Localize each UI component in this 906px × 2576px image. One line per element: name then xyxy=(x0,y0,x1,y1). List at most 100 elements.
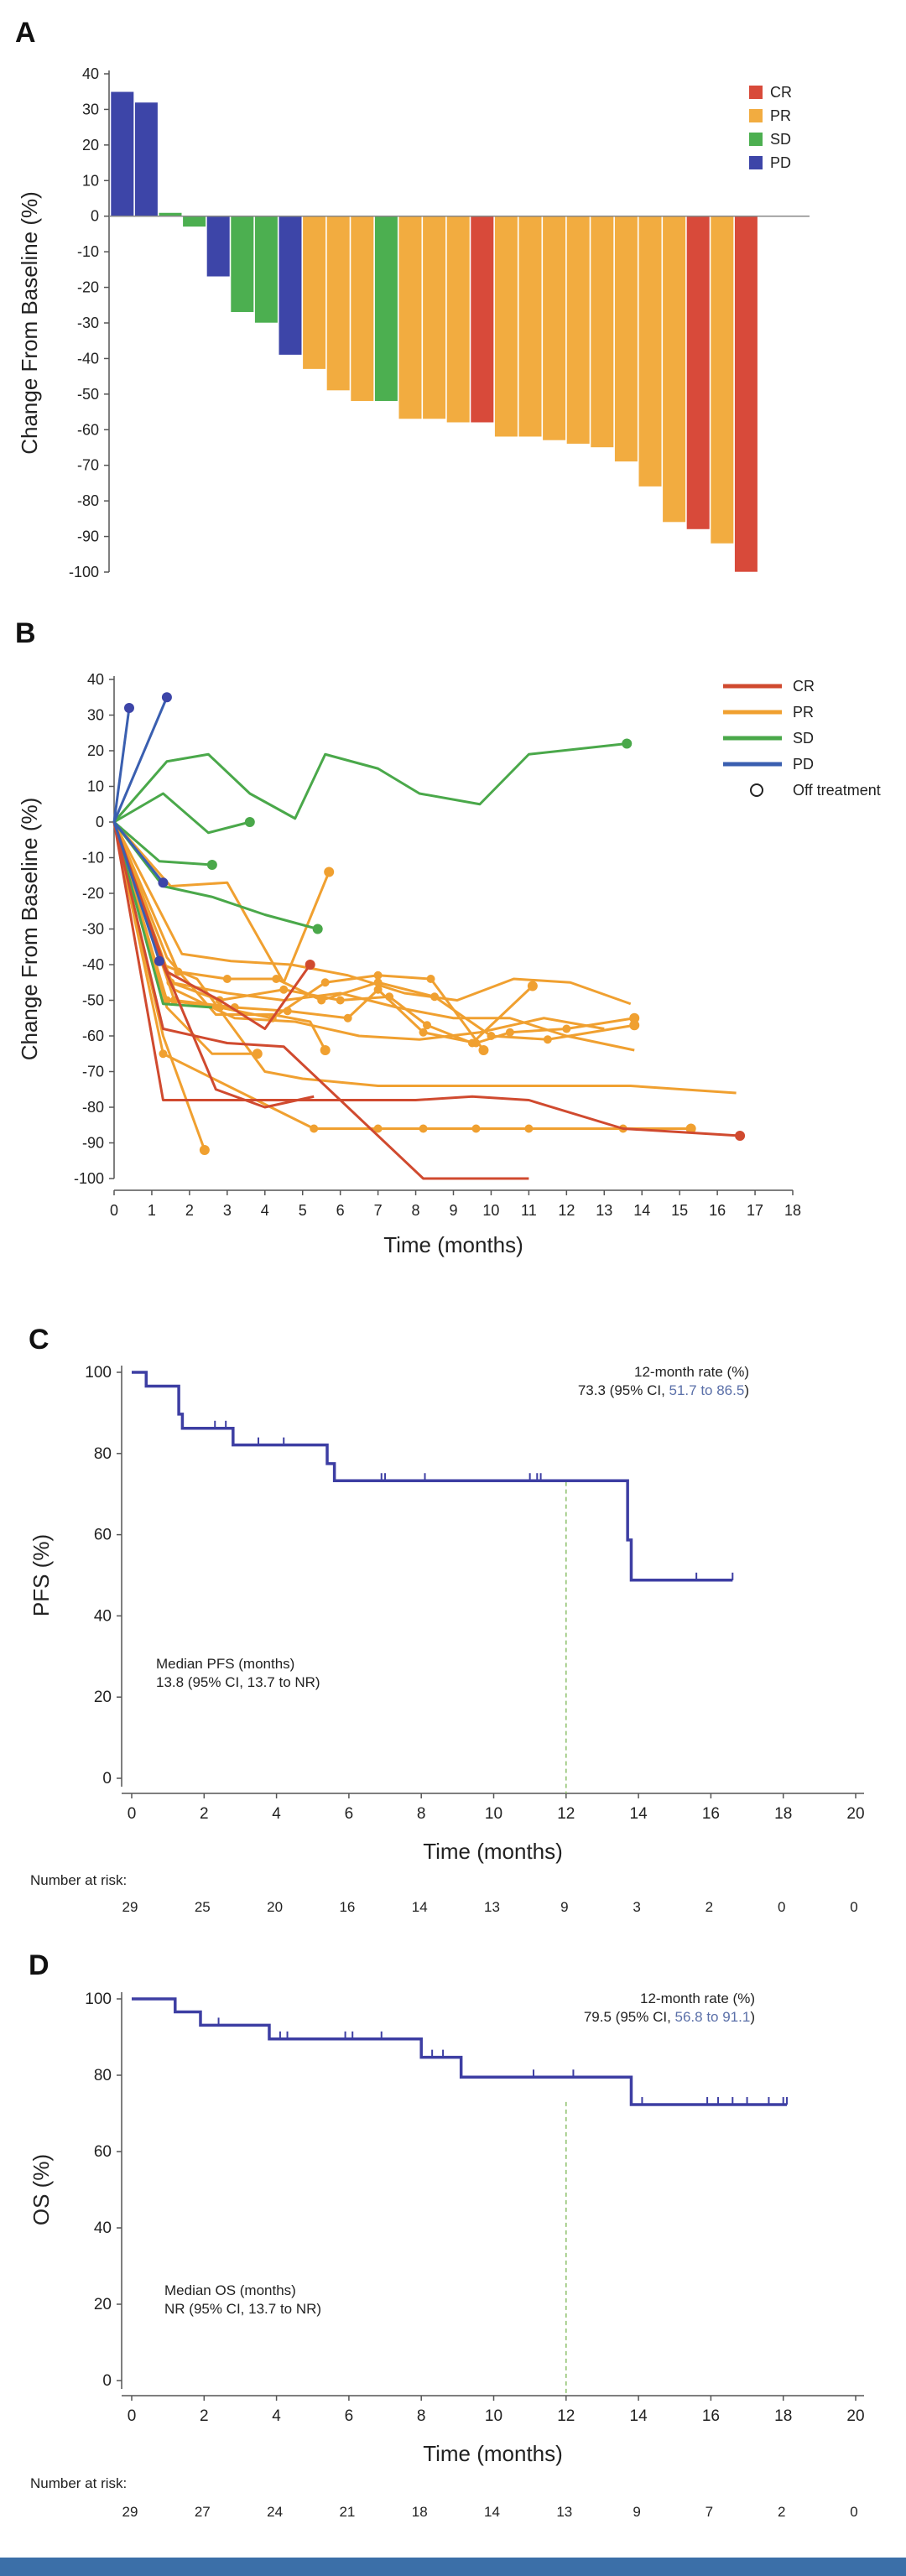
series-line-pr xyxy=(112,821,331,984)
y-tick-label-a: -10 xyxy=(77,243,99,260)
y-tick-label-d: 80 xyxy=(94,2067,112,2084)
y-tick-label-b: -20 xyxy=(82,885,104,902)
x-tick-label-b: 18 xyxy=(784,1202,801,1219)
y-tick-label-b: -30 xyxy=(82,921,104,938)
x-tick-label-b: 2 xyxy=(185,1202,194,1219)
median-title-d: Median OS (months) xyxy=(164,2282,296,2298)
risk-count: 0 xyxy=(778,1899,785,1915)
data-point xyxy=(279,985,289,994)
off-treatment-marker xyxy=(244,817,255,827)
series-line-pr xyxy=(112,821,635,1044)
legend-label-b: CR xyxy=(793,678,815,695)
series-line-pr xyxy=(112,821,485,1051)
series-line-pr xyxy=(112,821,635,1041)
x-axis-label-d: Time (months) xyxy=(423,2441,563,2466)
x-tick-label-b: 9 xyxy=(449,1202,457,1219)
x-tick-label-b: 11 xyxy=(521,1202,537,1219)
off-treatment-marker xyxy=(161,692,172,703)
x-tick-label-c: 20 xyxy=(846,1805,864,1823)
legend-swatch-pr xyxy=(749,109,763,122)
x-tick-label-c: 10 xyxy=(485,1805,502,1823)
risk-count: 27 xyxy=(195,2504,211,2520)
x-tick-label-d: 14 xyxy=(630,2407,648,2425)
data-point xyxy=(162,996,171,1005)
off-treatment-marker xyxy=(629,1020,640,1031)
series-line-sd xyxy=(112,821,319,930)
x-tick-label-b: 10 xyxy=(482,1202,499,1219)
y-tick-label-a: -100 xyxy=(69,564,99,580)
off-treatment-marker xyxy=(158,877,169,888)
risk-count: 13 xyxy=(484,1899,500,1915)
off-treatment-marker xyxy=(312,924,323,934)
series-line-pr xyxy=(112,821,737,1095)
legend-label-b: PR xyxy=(793,704,814,721)
x-tick-label-c: 16 xyxy=(702,1805,720,1823)
bar xyxy=(110,91,134,217)
risk-count: 9 xyxy=(560,1899,568,1915)
legend-swatch-sd xyxy=(749,133,763,146)
y-tick-label-c: 80 xyxy=(94,1445,112,1463)
off-treatment-marker xyxy=(478,1045,489,1055)
bar xyxy=(254,216,279,324)
off-treatment-marker xyxy=(154,955,164,966)
y-axis-label-c: PFS (%) xyxy=(29,1534,54,1616)
y-tick-label-b: -10 xyxy=(82,850,104,866)
x-tick-label-b: 13 xyxy=(596,1202,612,1219)
data-point xyxy=(505,1028,514,1037)
y-tick-label-b: -90 xyxy=(82,1135,104,1152)
risk-count: 18 xyxy=(412,2504,428,2520)
bar xyxy=(470,216,494,424)
series-line-sd xyxy=(112,742,627,823)
data-point xyxy=(419,1124,428,1133)
y-tick-label-c: 40 xyxy=(94,1607,112,1625)
y-tick-label-d: 60 xyxy=(94,2143,112,2161)
bar xyxy=(518,216,543,438)
off-treatment-marker xyxy=(622,738,633,749)
series-line-cr xyxy=(112,821,741,1137)
off-treatment-marker xyxy=(199,1145,210,1155)
risk-table-title-c: Number at risk: xyxy=(30,1872,127,1888)
data-point xyxy=(524,1124,534,1133)
y-tick-label-b: -60 xyxy=(82,1028,104,1044)
y-tick-label-a: -20 xyxy=(77,279,99,296)
y-tick-label-c: 100 xyxy=(85,1364,112,1382)
data-point xyxy=(317,996,326,1005)
km-curve-c xyxy=(132,1371,733,1582)
x-tick-label-c: 2 xyxy=(200,1805,209,1823)
legend-swatch-cr xyxy=(749,86,763,99)
y-axis-label-d: OS (%) xyxy=(29,2154,54,2225)
series-line-cr xyxy=(112,821,311,1030)
bar xyxy=(350,216,374,402)
data-point xyxy=(423,1021,432,1030)
bar xyxy=(182,216,206,227)
bar xyxy=(566,216,591,445)
bar xyxy=(422,216,446,419)
bar xyxy=(686,216,711,530)
risk-count: 0 xyxy=(850,2504,857,2520)
data-point xyxy=(336,996,345,1005)
bar xyxy=(710,216,734,544)
y-tick-label-a: -50 xyxy=(77,386,99,403)
risk-count: 14 xyxy=(412,1899,428,1915)
y-tick-label-d: 100 xyxy=(85,1991,112,2008)
y-tick-label-b: 40 xyxy=(87,671,104,688)
panel-label-a: A xyxy=(15,17,36,49)
bar xyxy=(278,216,303,356)
bar xyxy=(326,216,351,391)
off-treatment-marker xyxy=(735,1131,746,1141)
panel-label-c: C xyxy=(29,1324,49,1356)
legend-open-circle-icon xyxy=(750,783,763,797)
y-tick-label-b: -50 xyxy=(82,992,104,1009)
bar xyxy=(374,216,398,402)
y-tick-label-a: 30 xyxy=(82,101,99,117)
series-line-pd xyxy=(112,696,169,823)
rate-value-d: 79.5 (95% CI, 56.8 to 91.1) xyxy=(584,2009,755,2025)
data-point xyxy=(471,1124,481,1133)
x-axis-label-c: Time (months) xyxy=(423,1839,563,1864)
data-point xyxy=(373,1124,383,1133)
off-treatment-marker xyxy=(527,981,538,991)
y-tick-label-b: -100 xyxy=(74,1170,104,1187)
series-line-sd xyxy=(113,792,251,835)
legend-label-b: SD xyxy=(793,730,814,747)
